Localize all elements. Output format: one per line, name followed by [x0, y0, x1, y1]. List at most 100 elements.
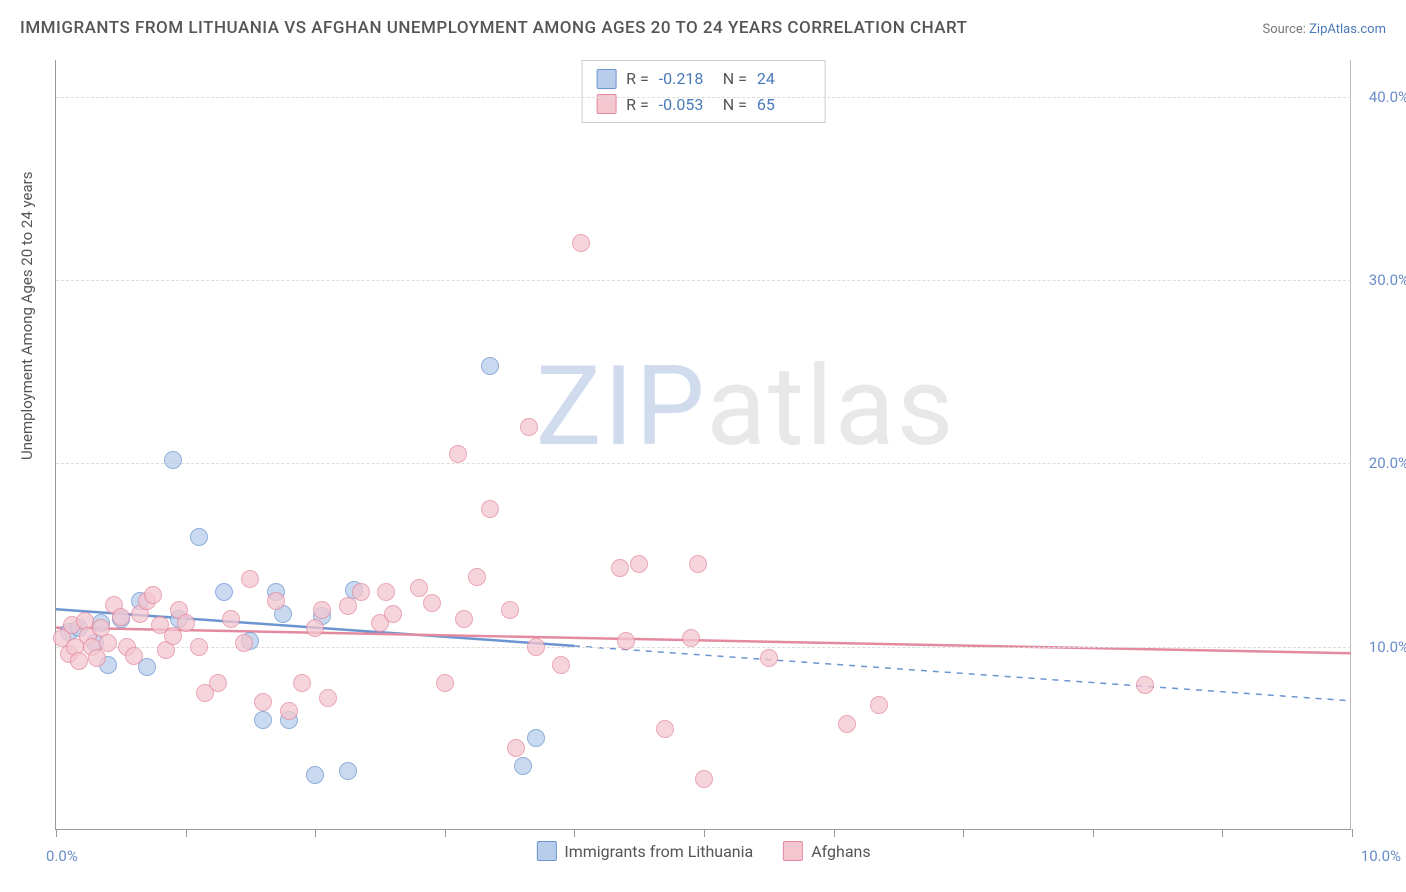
x-tick — [834, 829, 835, 837]
x-tick — [963, 829, 964, 837]
data-point-lithuania — [527, 729, 545, 747]
stats-legend: R =-0.218N =24R =-0.053N =65 — [581, 60, 826, 123]
data-point-afghans — [377, 583, 395, 601]
scatter-chart: ZIPatlas R =-0.218N =24R =-0.053N =65 Im… — [55, 60, 1351, 830]
data-point-afghans — [70, 652, 88, 670]
data-point-afghans — [870, 696, 888, 714]
data-point-afghans — [339, 597, 357, 615]
x-tick — [1093, 829, 1094, 837]
data-point-lithuania — [164, 451, 182, 469]
legend-swatch-icon — [783, 841, 803, 861]
x-tick — [1352, 829, 1353, 837]
data-point-afghans — [455, 610, 473, 628]
watermark: ZIPatlas — [536, 341, 956, 470]
data-point-afghans — [241, 570, 259, 588]
data-point-afghans — [572, 234, 590, 252]
data-point-afghans — [552, 656, 570, 674]
x-tick-min: 0.0% — [46, 847, 78, 865]
x-tick-max: 10.0% — [1361, 847, 1401, 865]
data-point-afghans — [384, 605, 402, 623]
data-point-lithuania — [306, 766, 324, 784]
trend-lines — [56, 60, 1351, 829]
data-point-afghans — [520, 418, 538, 436]
data-point-afghans — [319, 689, 337, 707]
legend-swatch-icon — [536, 841, 556, 861]
data-point-afghans — [235, 634, 253, 652]
y-axis-label: Unemployment Among Ages 20 to 24 years — [18, 172, 36, 460]
data-point-afghans — [423, 594, 441, 612]
y-tick-label: 20.0% — [1369, 454, 1406, 472]
gridline — [56, 97, 1351, 98]
data-point-afghans — [280, 702, 298, 720]
data-point-afghans — [177, 614, 195, 632]
data-point-afghans — [267, 592, 285, 610]
source-prefix: Source: — [1262, 22, 1309, 37]
data-point-afghans — [838, 715, 856, 733]
gridline — [56, 463, 1351, 464]
x-tick — [186, 829, 187, 837]
data-point-afghans — [1136, 676, 1154, 694]
data-point-afghans — [293, 674, 311, 692]
series-legend: Immigrants from Lithuania Afghans — [536, 841, 870, 861]
data-point-afghans — [306, 619, 324, 637]
data-point-afghans — [468, 568, 486, 586]
data-point-afghans — [99, 634, 117, 652]
y-tick-label: 30.0% — [1369, 271, 1406, 289]
data-point-afghans — [254, 693, 272, 711]
data-point-afghans — [630, 555, 648, 573]
data-point-lithuania — [481, 357, 499, 375]
data-point-afghans — [501, 601, 519, 619]
data-point-afghans — [190, 638, 208, 656]
x-tick — [1222, 829, 1223, 837]
data-point-afghans — [112, 608, 130, 626]
legend-label: Immigrants from Lithuania — [564, 842, 753, 861]
data-point-afghans — [527, 638, 545, 656]
data-point-afghans — [410, 579, 428, 597]
watermark-strong: ZIP — [536, 341, 707, 470]
stats-row-lithuania: R =-0.218N =24 — [596, 66, 811, 92]
legend-swatch-icon — [596, 69, 616, 89]
data-point-afghans — [481, 500, 499, 518]
data-point-afghans — [313, 601, 331, 619]
data-point-afghans — [682, 629, 700, 647]
data-point-lithuania — [254, 711, 272, 729]
source-attribution: Source: ZipAtlas.com — [1262, 22, 1386, 37]
n-label: N = — [723, 92, 747, 118]
data-point-lithuania — [190, 528, 208, 546]
data-point-afghans — [436, 674, 454, 692]
legend-item-afghans: Afghans — [783, 841, 870, 861]
data-point-afghans — [617, 632, 635, 650]
data-point-lithuania — [339, 762, 357, 780]
legend-label: Afghans — [811, 842, 870, 861]
stats-row-afghans: R = -0.053 N = 65 — [596, 92, 811, 118]
n-label: N = — [723, 66, 747, 92]
data-point-afghans — [222, 610, 240, 628]
x-tick — [315, 829, 316, 837]
data-point-afghans — [695, 770, 713, 788]
n-value: 65 — [757, 92, 811, 118]
y-tick-label: 40.0% — [1369, 88, 1406, 106]
data-point-afghans — [144, 586, 162, 604]
data-point-afghans — [209, 674, 227, 692]
legend-item-lithuania: Immigrants from Lithuania — [536, 841, 753, 861]
data-point-afghans — [656, 720, 674, 738]
chart-title: IMMIGRANTS FROM LITHUANIA VS AFGHAN UNEM… — [20, 18, 968, 38]
data-point-lithuania — [514, 757, 532, 775]
n-value: 24 — [757, 66, 811, 92]
x-tick — [704, 829, 705, 837]
data-point-afghans — [125, 647, 143, 665]
data-point-afghans — [760, 649, 778, 667]
x-tick — [445, 829, 446, 837]
source-link[interactable]: ZipAtlas.com — [1309, 22, 1386, 37]
data-point-afghans — [507, 739, 525, 757]
data-point-afghans — [689, 555, 707, 573]
right-axis — [1350, 60, 1351, 829]
trend-dashed-lithuania — [574, 646, 1351, 701]
r-label: R = — [626, 92, 649, 118]
data-point-afghans — [449, 445, 467, 463]
data-point-afghans — [611, 559, 629, 577]
x-tick — [56, 829, 57, 837]
watermark-light: atlas — [706, 341, 955, 470]
gridline — [56, 280, 1351, 281]
r-value: -0.053 — [659, 92, 713, 118]
